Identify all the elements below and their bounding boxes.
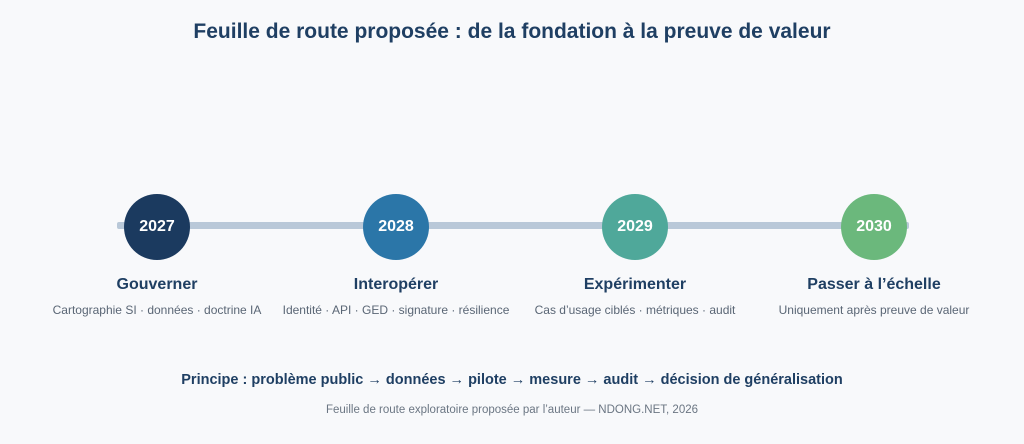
phase-description: Cartographie SI · données · doctrine IA <box>52 303 262 317</box>
phase-description: Identité · API · GED · signature · résil… <box>282 303 510 317</box>
year-circle-2029: 2029 <box>602 194 668 260</box>
footer-credit: Feuille de route exploratoire proposée p… <box>325 404 699 416</box>
phase-title: Expérimenter <box>583 276 687 293</box>
milestone-2029: 2029 Expérimenter Cas d’usage ciblés · m… <box>505 194 765 317</box>
phase-description: Uniquement après preuve de valeur <box>778 303 970 317</box>
milestone-2030: 2030 Passer à l’échelle Uniquement après… <box>744 194 1004 317</box>
milestone-2027: 2027 Gouverner Cartographie SI · données… <box>27 194 287 317</box>
phase-title: Passer à l’échelle <box>807 276 941 293</box>
year-circle-2028: 2028 <box>363 194 429 260</box>
principle-text: Principe : problème public → données → p… <box>181 372 843 388</box>
diagram-title: Feuille de route proposée : de la fondat… <box>193 20 831 43</box>
timeline-line <box>117 222 909 229</box>
phase-title: Gouverner <box>116 276 198 293</box>
year-circle-2030: 2030 <box>841 194 907 260</box>
year-circle-2027: 2027 <box>124 194 190 260</box>
phase-title: Interopérer <box>353 276 439 293</box>
milestone-2028: 2028 Interopérer Identité · API · GED · … <box>266 194 526 317</box>
phase-description: Cas d’usage ciblés · métriques · audit <box>534 303 736 317</box>
